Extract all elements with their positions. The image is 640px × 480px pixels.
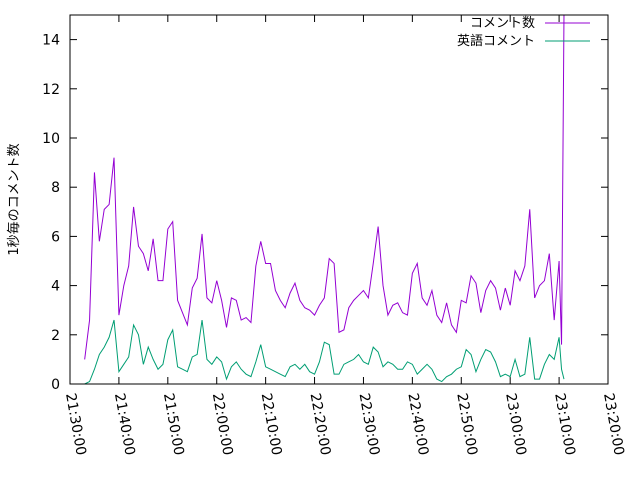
- y-tick-label: 6: [51, 229, 60, 245]
- x-tick-label: 23:10:00: [551, 392, 578, 457]
- plot-frame: [69, 14, 609, 385]
- y-tick-label: 14: [42, 33, 60, 49]
- y-tick-label: 2: [51, 328, 60, 344]
- y-tick-label: 8: [51, 180, 60, 196]
- series-line-1: [84, 14, 565, 360]
- y-axis-title: 1秒毎のコメント数: [6, 143, 22, 255]
- x-tick-label: 21:30:00: [62, 392, 89, 457]
- series-line-2: [84, 319, 565, 385]
- x-tick-label: 22:40:00: [404, 392, 431, 457]
- x-tick-label: 21:40:00: [111, 392, 138, 457]
- x-tick-label: 23:20:00: [600, 392, 627, 457]
- x-tick-label: 22:30:00: [356, 392, 383, 457]
- legend-label-2: 英語コメント: [457, 33, 535, 49]
- x-tick-label: 22:10:00: [258, 392, 285, 457]
- y-tick-label: 0: [51, 377, 60, 393]
- y-tick-label: 4: [51, 279, 60, 295]
- series-layer: [84, 14, 565, 385]
- x-tick-label: 21:50:00: [160, 392, 187, 457]
- y-axis-ticks: 0 2 4 6 8 10 12 14: [42, 33, 608, 393]
- legend-label-1: コメント数: [470, 16, 535, 31]
- x-tick-label: 23:00:00: [502, 392, 529, 457]
- x-tick-label: 22:00:00: [209, 392, 236, 457]
- x-tick-label: 22:50:00: [453, 392, 480, 457]
- x-tick-label: 22:20:00: [307, 392, 334, 457]
- x-axis-ticks: 21:30:00 21:40:00 21:50:00 22:00:00 22:10:00…: [62, 15, 627, 457]
- y-tick-label: 12: [42, 82, 60, 98]
- y-tick-label: 10: [42, 131, 60, 147]
